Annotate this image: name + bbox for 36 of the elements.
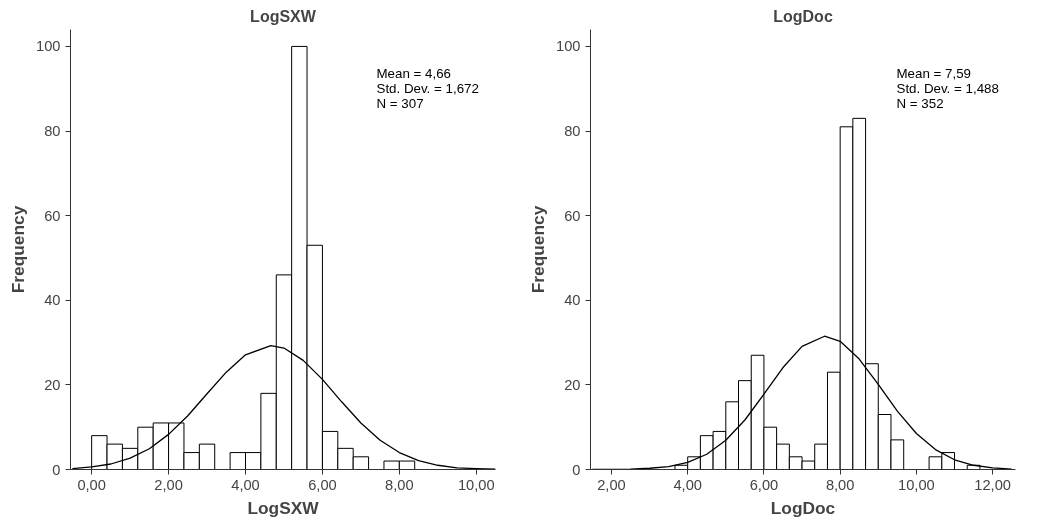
y-tick-label: 0 (52, 461, 61, 478)
x-axis-title: LogDoc (770, 497, 836, 518)
annotation: Mean = 7,59 (896, 66, 971, 81)
y-tick-label: 100 (36, 38, 61, 55)
x-tick-label: 6,00 (749, 476, 779, 493)
annotation: Mean = 4,66 (376, 66, 451, 81)
x-tick-label: 12,00 (974, 476, 1011, 493)
y-tick-label: 100 (556, 38, 581, 55)
y-tick-label: 80 (564, 123, 581, 140)
chart-title: LogDoc (773, 7, 833, 25)
x-tick-label: 6,00 (308, 476, 337, 493)
y-tick-label: 60 (44, 207, 61, 224)
y-tick-label: 20 (564, 376, 581, 393)
annotation: N = 307 (376, 96, 424, 112)
annotation: Std. Dev. = 1,488 (896, 81, 999, 97)
x-tick-label: 10,00 (898, 476, 935, 493)
y-axis-title: Frequency (528, 205, 549, 294)
x-axis-title: LogSXW (247, 497, 320, 518)
x-tick-label: 0,00 (77, 476, 106, 493)
x-tick-label: 2,00 (597, 476, 626, 493)
chart-title: LogSXW (250, 7, 317, 25)
x-tick-label: 2,00 (154, 476, 183, 493)
y-tick-label: 40 (564, 292, 581, 309)
x-tick-label: 4,00 (231, 476, 260, 493)
y-tick-label: 0 (572, 461, 581, 478)
x-tick-label: 4,00 (673, 476, 702, 493)
y-tick-label: 80 (44, 123, 61, 140)
annotation: Std. Dev. = 1,672 (376, 81, 479, 97)
x-tick-label: 10,00 (457, 476, 495, 493)
y-axis-title: Frequency (8, 205, 29, 294)
y-tick-label: 60 (564, 207, 581, 224)
y-tick-label: 40 (44, 292, 61, 309)
x-tick-label: 8,00 (825, 476, 855, 493)
annotation: N = 352 (896, 96, 944, 112)
x-tick-label: 8,00 (385, 476, 414, 493)
y-tick-label: 20 (44, 376, 61, 393)
